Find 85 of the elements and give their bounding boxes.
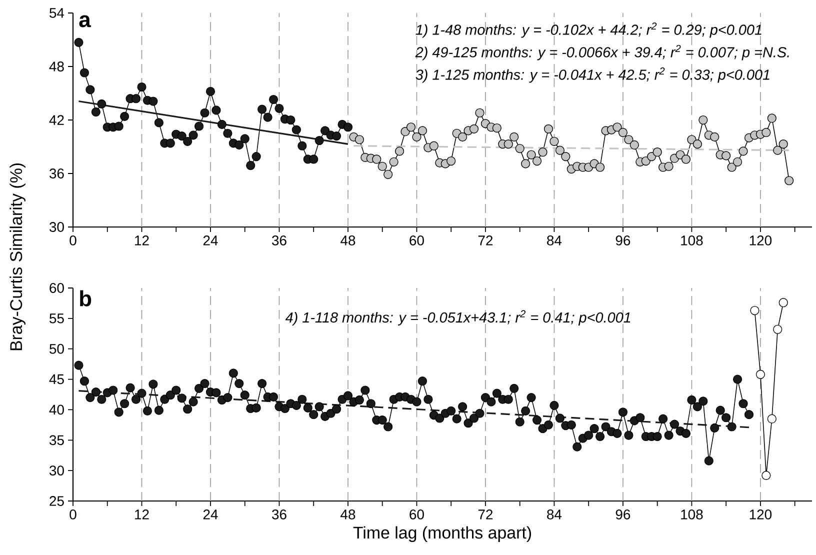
x-tick-label: 108 — [681, 236, 703, 246]
x-tick-label: 12 — [135, 236, 149, 246]
point — [286, 115, 296, 125]
point — [194, 122, 204, 131]
x-tick-label: 72 — [478, 510, 493, 520]
point — [750, 306, 760, 316]
x-tick-label: 96 — [616, 236, 630, 246]
point — [292, 125, 301, 134]
y-tick-label: 36 — [49, 168, 64, 178]
point — [234, 140, 244, 150]
annotation: 4) 1-118 months: y = -0.051x+43.1; r$^{2}$ = 0.41; p<0.001 — [285, 310, 630, 326]
x-tick-label: 48 — [340, 236, 356, 246]
point — [223, 128, 232, 138]
point — [74, 38, 84, 47]
point — [240, 134, 250, 144]
point — [343, 122, 353, 132]
point — [80, 68, 90, 78]
point — [756, 370, 765, 379]
point — [252, 152, 261, 162]
x-tick-label: 36 — [272, 510, 286, 520]
y-tick-label: 48 — [49, 62, 64, 72]
point — [148, 96, 158, 106]
point — [183, 136, 192, 146]
x-tick-label: 36 — [272, 236, 286, 246]
point — [314, 136, 324, 146]
y-tick-label: 45 — [49, 374, 64, 384]
x-axis-title: Time lag (months apart) — [353, 526, 532, 542]
x-tick-label: 48 — [340, 510, 356, 520]
point — [767, 414, 776, 424]
point — [268, 94, 278, 104]
point — [212, 106, 221, 115]
y-tick-label: 60 — [50, 283, 64, 293]
point — [114, 122, 124, 131]
x-tick-label: 60 — [410, 236, 424, 246]
point — [217, 120, 226, 130]
x-tick-label: 96 — [616, 510, 630, 520]
point — [206, 86, 216, 96]
point — [200, 108, 210, 118]
x-tick-label: 84 — [547, 236, 562, 246]
x-tick-label: 12 — [135, 510, 149, 520]
point — [86, 85, 95, 94]
point — [177, 132, 186, 141]
point — [137, 82, 146, 92]
point — [258, 104, 267, 114]
annotation: 3) 1-125 months: y = -0.041x + 42.5; r$^{2}$ = 0.33; p<0.001 — [416, 67, 770, 83]
x-tick-label: 0 — [70, 236, 76, 246]
chart-title: a — [79, 15, 91, 28]
x-tick-label: 60 — [410, 510, 424, 520]
y-tick-label: 42 — [49, 115, 64, 125]
x-tick-label: 84 — [547, 510, 562, 520]
point — [274, 104, 284, 113]
x-tick-label: 0 — [70, 510, 76, 520]
y-tick-label: 30 — [49, 466, 64, 476]
point — [154, 118, 164, 128]
point — [309, 154, 318, 164]
point — [131, 94, 141, 104]
point — [762, 470, 771, 480]
x-tick-label: 72 — [478, 236, 493, 246]
point — [166, 138, 175, 148]
point — [332, 132, 342, 141]
y-tick-label: 50 — [50, 344, 64, 354]
point — [97, 99, 106, 108]
point — [246, 160, 256, 170]
x-tick-label: 120 — [750, 510, 772, 520]
y-tick-label: 35 — [49, 435, 64, 446]
y-tick-label: 55 — [50, 314, 64, 324]
y-tick-label: 40 — [49, 404, 64, 415]
x-tick-label: 24 — [203, 236, 218, 246]
annotation: 1) 1-48 months: y = -0.102x + 44.2; r$^{2}$ = 0.29; p<0.001 — [416, 22, 762, 38]
point — [778, 298, 788, 308]
y-tick-label: 54 — [50, 8, 64, 18]
y-tick-label: 30 — [49, 222, 64, 232]
point — [263, 112, 272, 122]
x-tick-label: 108 — [681, 510, 703, 520]
y-tick-label: 25 — [50, 496, 64, 506]
point — [298, 141, 307, 150]
point — [120, 112, 130, 121]
point — [773, 324, 782, 334]
y-axis-title: Bray-Curtis Similarity (%) — [10, 163, 26, 350]
x-tick-label: 24 — [203, 510, 218, 520]
point — [91, 107, 100, 117]
chart-title: b — [80, 290, 92, 306]
annotation: 2) 49-125 months: y = -0.0066x + 39.4; r$^{2}$ = 0.007; p =N.S. — [415, 44, 789, 60]
x-tick-label: 120 — [750, 236, 772, 246]
point — [188, 130, 198, 140]
